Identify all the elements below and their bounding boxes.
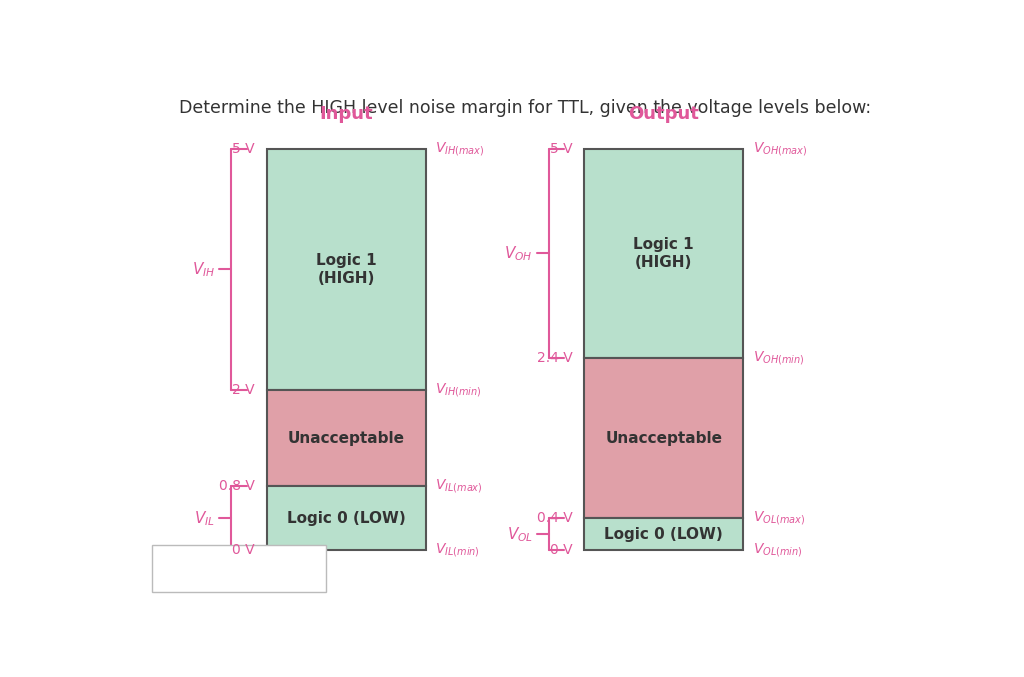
Text: $V_{IH(min)}$: $V_{IH(min)}$ <box>435 381 482 399</box>
Text: $V_{IL(min)}$: $V_{IL(min)}$ <box>435 542 480 559</box>
Text: $V_{OH(min)}$: $V_{OH(min)}$ <box>753 349 804 367</box>
Text: $V_{OH(max)}$: $V_{OH(max)}$ <box>753 140 807 158</box>
Text: 0.8 V: 0.8 V <box>219 479 255 493</box>
Text: 0 V: 0 V <box>550 544 572 557</box>
Text: 0 V: 0 V <box>232 544 255 557</box>
Text: $V_{IL}$: $V_{IL}$ <box>195 509 215 527</box>
Text: $V_{IH}$: $V_{IH}$ <box>193 260 215 279</box>
Bar <box>585 149 743 357</box>
Text: Output: Output <box>629 105 699 123</box>
Text: Logic 0 (LOW): Logic 0 (LOW) <box>287 510 406 526</box>
Bar <box>585 519 743 550</box>
Text: $V_{OL(max)}$: $V_{OL(max)}$ <box>753 509 805 527</box>
Text: $V_{OL}$: $V_{OL}$ <box>507 525 532 544</box>
Text: Logic 1
(HIGH): Logic 1 (HIGH) <box>316 253 377 286</box>
Bar <box>152 545 327 592</box>
Text: Determine the HIGH level noise margin for TTL, given the voltage levels below:: Determine the HIGH level noise margin fo… <box>179 100 870 118</box>
Text: Logic 0 (LOW): Logic 0 (LOW) <box>604 527 723 542</box>
Text: Unacceptable: Unacceptable <box>288 431 404 445</box>
Text: $V_{OH}$: $V_{OH}$ <box>504 244 532 263</box>
Text: 2 V: 2 V <box>232 383 255 397</box>
Text: 5 V: 5 V <box>232 142 255 156</box>
Text: 2.4 V: 2.4 V <box>537 351 572 365</box>
Bar <box>267 486 426 550</box>
Text: 0.4 V: 0.4 V <box>537 511 572 525</box>
Text: $V_{OL(min)}$: $V_{OL(min)}$ <box>753 542 802 559</box>
Text: $V_{IH(max)}$: $V_{IH(max)}$ <box>435 140 484 158</box>
Text: Unacceptable: Unacceptable <box>605 431 722 445</box>
Text: Logic 1
(HIGH): Logic 1 (HIGH) <box>634 237 694 269</box>
Text: 5 V: 5 V <box>550 142 572 156</box>
Text: Input: Input <box>319 105 373 123</box>
Text: $V_{IL(max)}$: $V_{IL(max)}$ <box>435 477 482 495</box>
Bar <box>267 390 426 486</box>
Bar <box>267 149 426 390</box>
Bar <box>585 357 743 519</box>
